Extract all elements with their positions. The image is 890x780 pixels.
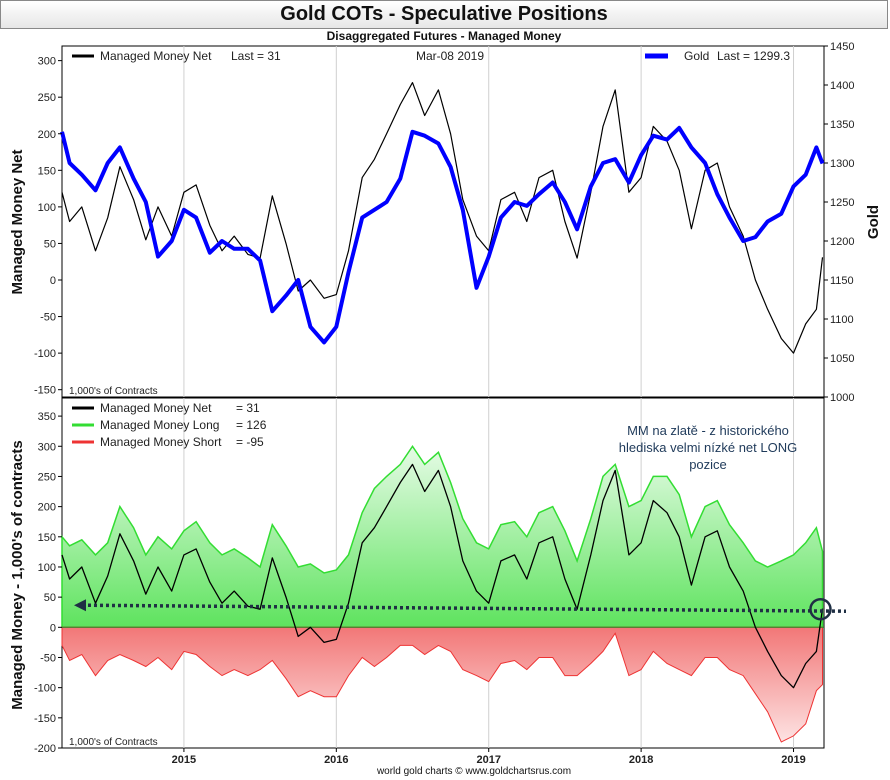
top-ytick-right-label: 1400: [830, 80, 854, 92]
top-ytick-right-label: 1200: [830, 236, 854, 248]
latest-value-circle: [809, 597, 832, 621]
xtick-label: 2019: [781, 754, 805, 766]
legend-mm-net-label: Managed Money Net: [100, 401, 212, 415]
bottom-ytick-label: -150: [34, 713, 56, 725]
bottom-ytick-label: -50: [40, 652, 56, 664]
bottom-ytick-label: 50: [44, 592, 56, 604]
bottom-ytick-label: -200: [34, 743, 56, 755]
bottom-unit-note: 1,000's of Contracts: [69, 737, 158, 748]
top-ytick-label: 100: [38, 202, 56, 214]
top-ytick-label: 150: [38, 165, 56, 177]
top-ytick-right-label: 1150: [830, 275, 854, 287]
managed-money-short-area: [61, 626, 823, 743]
top-ytick-right-label: 1000: [830, 392, 854, 404]
xtick-label: 2016: [324, 754, 348, 766]
legend-mm-net-last: = 31: [236, 401, 260, 415]
bottom-ytick-label: 150: [38, 532, 56, 544]
legend-mm-short-label: Managed Money Short: [100, 435, 222, 449]
bottom-ytick-label: 100: [38, 562, 56, 574]
bottom-ytick-label: 250: [38, 471, 56, 483]
bottom-ytick-label: 350: [38, 411, 56, 423]
bottom-ytick-label: 300: [38, 441, 56, 453]
annotation-line: hlediska velmi nízké net LONG: [619, 440, 797, 455]
legend-mm-short-last: = -95: [236, 435, 264, 449]
top-ytick-right-label: 1050: [830, 353, 854, 365]
bottom-ytick-label: 0: [50, 622, 56, 634]
legend-mm-long-last: = 126: [236, 418, 267, 432]
top-axis-ticks: -150 -100 -50 0 50 100 150 200 250 300 1000 1050 110…: [34, 41, 855, 404]
managed-money-long-area: [61, 444, 824, 629]
annotation-line: pozice: [689, 457, 727, 472]
chart-title: Gold COTs - Speculative Positions: [0, 0, 888, 29]
xtick-label: 2018: [629, 754, 653, 766]
bottom-axis-ticks: -200 -150 -100 -50 0 50 100 150 200 250 300 350 2015…: [34, 411, 806, 766]
legend-net-label: Managed Money Net: [100, 49, 212, 63]
bottom-ytick-label: -100: [34, 683, 56, 695]
top-ytick-label: 50: [44, 238, 56, 250]
top-ytick-label: 250: [38, 92, 56, 104]
top-grid: [183, 46, 795, 397]
gold-price-line: [60, 125, 825, 345]
top-ytick-label: 300: [38, 56, 56, 68]
xtick-label: 2017: [476, 754, 500, 766]
legend-gold-label: Gold: [684, 49, 709, 63]
date-label: Mar-08 2019: [416, 49, 484, 63]
top-ytick-label: -100: [34, 348, 56, 360]
annotation-line: MM na zlatě - z historického: [627, 423, 789, 438]
top-ytick-right-label: 1450: [830, 41, 854, 53]
top-ylabel-right: Gold: [865, 205, 882, 239]
top-ytick-label: -150: [34, 385, 56, 397]
top-ytick-label: -50: [40, 312, 56, 324]
credit-text: world gold charts © www.goldchartsrus.co…: [376, 766, 572, 777]
top-ytick-right-label: 1100: [830, 314, 854, 326]
top-ylabel: Managed Money Net: [9, 149, 26, 294]
top-ytick-right-label: 1350: [830, 119, 854, 131]
top-plot-area: [60, 81, 825, 354]
chart-subtitle: Disaggregated Futures - Managed Money: [326, 29, 562, 43]
reference-dotted-line: [81, 603, 847, 613]
xtick-label: 2015: [172, 754, 196, 766]
bottom-ylabel: Managed Money - 1,000's of contracts: [9, 440, 26, 709]
managed-money-net-line: [61, 81, 824, 354]
managed-money-net-line-bottom: [61, 463, 824, 689]
top-unit-note: 1,000's of Contracts: [69, 386, 158, 397]
reference-arrowhead: [74, 599, 86, 612]
top-ytick-label: 0: [50, 275, 56, 287]
legend-gold-last: Last = 1299.3: [717, 49, 790, 63]
top-ytick-right-label: 1250: [830, 197, 854, 209]
bottom-plot-area: [61, 444, 847, 743]
bottom-ytick-label: 200: [38, 502, 56, 514]
top-ytick-right-label: 1300: [830, 158, 854, 170]
legend-net-last: Last = 31: [231, 49, 281, 63]
annotation-text: MM na zlatě - z historického hlediska vel…: [619, 423, 797, 472]
legend-mm-long-label: Managed Money Long: [100, 418, 219, 432]
top-ytick-label: 200: [38, 129, 56, 141]
